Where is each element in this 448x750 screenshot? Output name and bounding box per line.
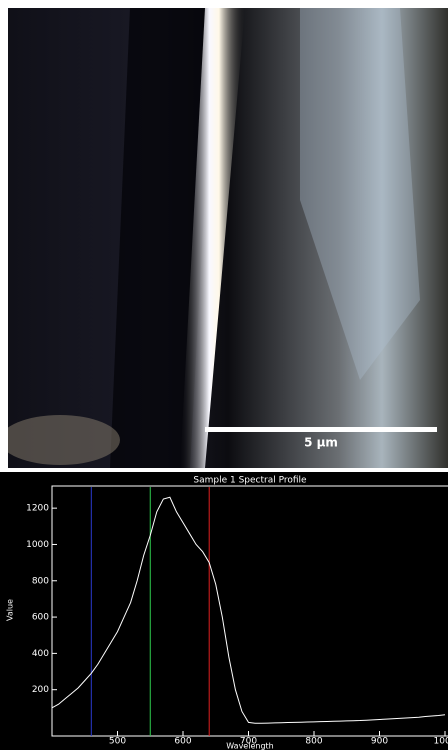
y-tick-label: 1200 bbox=[26, 504, 49, 514]
y-tick-label: 800 bbox=[32, 576, 49, 586]
chart-title: Sample 1 Spectral Profile bbox=[193, 476, 307, 486]
x-tick-label: 800 bbox=[305, 737, 322, 747]
scale-bar bbox=[205, 427, 437, 432]
x-tick-label: 700 bbox=[240, 737, 257, 747]
x-tick-label: 1000 bbox=[434, 737, 448, 747]
y-tick-label: 600 bbox=[32, 613, 49, 623]
x-tick-label: 900 bbox=[371, 737, 388, 747]
y-tick-label: 200 bbox=[32, 685, 49, 695]
x-tick-label: 600 bbox=[174, 737, 191, 747]
figure: 5 µm Sample 1 Spectral Profile Wavelengt… bbox=[0, 0, 448, 750]
plot-background bbox=[0, 472, 448, 750]
micrograph bbox=[0, 8, 448, 468]
y-tick-label: 400 bbox=[32, 649, 49, 659]
x-tick-label: 500 bbox=[109, 737, 126, 747]
page: {"image": {"scale_bar": "5 µm"}, "chart_… bbox=[0, 0, 448, 750]
y-tick-label: 1000 bbox=[26, 540, 49, 550]
scale-bar-label: 5 µm bbox=[304, 436, 338, 450]
y-axis-label: Value bbox=[6, 599, 15, 621]
